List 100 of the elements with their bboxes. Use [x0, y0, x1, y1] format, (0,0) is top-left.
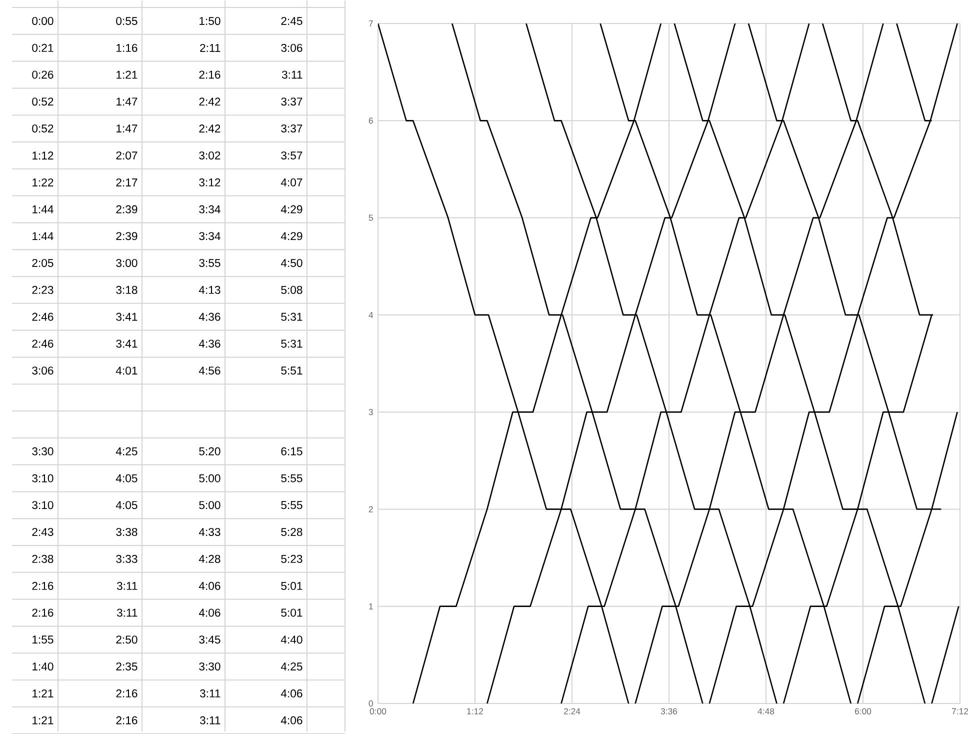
text: 4:56: [198, 366, 220, 374]
text: 3:02: [199, 151, 220, 160]
text: 2:17: [116, 178, 138, 186]
text: 4:13: [198, 286, 220, 294]
text: 4:05: [116, 474, 138, 482]
text: 5:08: [281, 286, 302, 294]
y-tick-label: 1: [369, 603, 373, 610]
text: 4:07: [280, 178, 302, 186]
x-tick-label: 0:00: [370, 708, 386, 714]
x-tick-label: 6:00: [855, 708, 872, 714]
text: 4:28: [198, 554, 220, 563]
text: 2:16: [116, 689, 138, 698]
x-tick-label: 4:48: [758, 708, 774, 714]
text: 3:00: [116, 258, 138, 267]
text: 4:40: [280, 635, 302, 644]
text: 4:36: [198, 312, 220, 321]
text: 2:43: [32, 528, 54, 536]
text: 1:22: [32, 178, 54, 186]
text: 3:11: [200, 689, 220, 698]
text: 3:06: [32, 366, 54, 374]
text: 2:42: [199, 98, 220, 106]
text: 5:28: [281, 528, 302, 536]
text: 3:11: [200, 716, 220, 724]
text: 0:26: [32, 70, 54, 79]
y-tick-label: 3: [368, 408, 373, 415]
text: 1:44: [32, 205, 54, 214]
y-tick-label: 6: [368, 117, 373, 124]
text: 2:23: [32, 286, 54, 294]
text: 2:46: [32, 312, 54, 321]
text: 4:33: [198, 528, 220, 536]
text: 2:16: [32, 608, 54, 617]
text: 4:50: [280, 258, 302, 267]
text: 2:50: [116, 635, 138, 644]
text: 2:16: [116, 716, 138, 724]
text: 1:21: [32, 716, 54, 724]
text: 4:01: [116, 366, 138, 374]
text: 0:55: [116, 16, 138, 25]
text: 3:11: [282, 70, 302, 79]
text: 1:40: [32, 662, 54, 670]
text: 4:36: [198, 340, 220, 348]
text: 2:35: [116, 662, 138, 670]
text: 3:12: [199, 178, 220, 186]
text: 5:20: [199, 447, 220, 456]
text: 3:45: [199, 635, 220, 644]
x-tick-label: 3:36: [660, 708, 678, 714]
text: 1:21: [116, 70, 138, 79]
text: 2:38: [32, 554, 54, 563]
text: 2:05: [32, 258, 54, 267]
text: 0:21: [32, 44, 54, 52]
text: 2:42: [199, 124, 220, 132]
text: 1:12: [32, 151, 54, 160]
text: 4:25: [116, 447, 138, 456]
text: 2:07: [116, 151, 138, 160]
text: 0:00: [32, 16, 54, 25]
text: 5:00: [199, 474, 220, 482]
y-tick-label: 0: [368, 700, 373, 706]
text: 2:16: [199, 70, 220, 79]
text: 5:01: [281, 608, 302, 617]
text: 3:10: [32, 474, 54, 482]
text: 3:11: [116, 608, 138, 617]
text: 2:45: [281, 16, 302, 25]
x-tick-label: 1:12: [467, 708, 483, 714]
text: 2:39: [116, 205, 138, 214]
text: 3:38: [116, 528, 138, 536]
text: 2:11: [200, 44, 220, 52]
text: 4:05: [116, 500, 138, 509]
text: 4:06: [198, 582, 220, 590]
text: 3:11: [116, 582, 138, 590]
text: 3:34: [199, 205, 220, 214]
text: 4:29: [280, 232, 302, 240]
text: 4:06: [280, 689, 302, 698]
text: 2:39: [116, 232, 138, 240]
text: 0:52: [32, 97, 54, 106]
x-tick-label: 7:12: [952, 708, 968, 714]
text: 5:00: [199, 500, 220, 509]
text: 3:06: [281, 44, 302, 52]
text: 2:16: [32, 582, 54, 590]
text: 6:15: [281, 447, 302, 456]
text: 3:30: [199, 662, 220, 670]
text: 1:16: [116, 44, 138, 52]
text: 5:31: [281, 340, 302, 348]
text: 3:55: [199, 258, 220, 267]
text: 3:18: [116, 286, 138, 294]
text: 1:47: [116, 98, 138, 106]
text: 5:51: [281, 366, 302, 374]
text: 3:37: [281, 97, 302, 106]
text: 3:41: [116, 312, 138, 321]
text: 5:31: [281, 312, 302, 321]
text: 1:21: [32, 689, 54, 698]
text: 5:01: [281, 582, 302, 590]
x-tick-label: 2:24: [564, 708, 580, 714]
text: 4:25: [280, 662, 302, 670]
text: 4:06: [198, 608, 220, 617]
text: 3:41: [116, 340, 138, 348]
text: 5:23: [281, 554, 302, 563]
text: 5:55: [281, 474, 302, 482]
text: 4:06: [280, 716, 302, 724]
text: 5:55: [281, 501, 302, 509]
y-tick-label: 7: [368, 20, 373, 26]
text: 3:30: [32, 447, 54, 456]
